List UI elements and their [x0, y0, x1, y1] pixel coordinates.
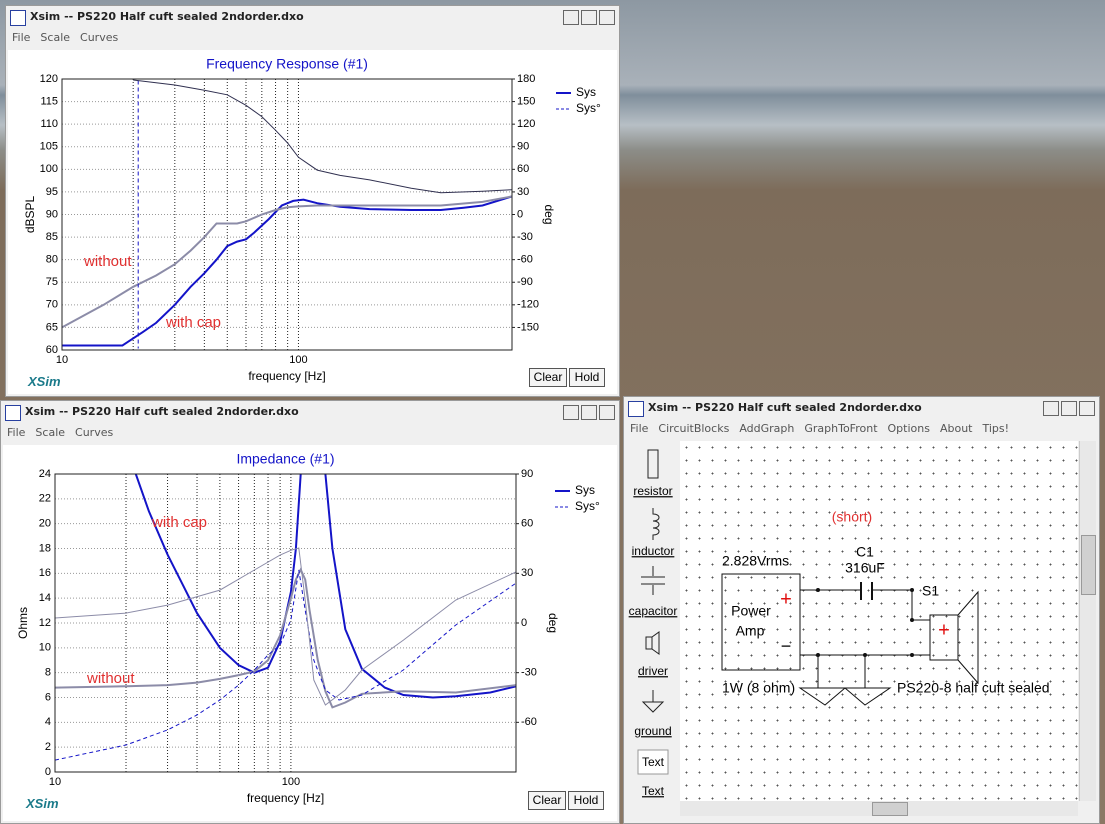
menu-item[interactable]: File: [12, 31, 31, 44]
menu-item[interactable]: Scale: [35, 426, 66, 439]
minimize[interactable]: [563, 10, 579, 25]
minimize[interactable]: [563, 405, 579, 420]
button[interactable]: Clear: [528, 791, 566, 810]
close[interactable]: [599, 405, 615, 420]
button[interactable]: Clear: [529, 368, 567, 387]
maximize[interactable]: [1061, 401, 1077, 416]
title-bar: Xsim -- PS220 Half cuft sealed 2ndorder.…: [6, 6, 619, 28]
menu-item[interactable]: Scale: [40, 31, 71, 44]
button[interactable]: Hold: [569, 368, 605, 387]
palette: [628, 441, 678, 817]
canvas: [680, 441, 1078, 801]
client-area: [8, 50, 617, 394]
menu-item[interactable]: File: [7, 426, 26, 439]
brand: XSim: [28, 374, 61, 389]
menu-item[interactable]: Tips!: [982, 422, 1010, 435]
window: Xsim -- PS220 Half cuft sealed 2ndorder.…: [5, 5, 620, 397]
close[interactable]: [599, 10, 615, 25]
window-title: Xsim -- PS220 Half cuft sealed 2ndorder.…: [30, 10, 304, 23]
maximize[interactable]: [581, 405, 597, 420]
menu-item[interactable]: GraphToFront: [804, 422, 878, 435]
menu-item[interactable]: File: [630, 422, 649, 435]
button[interactable]: Hold: [568, 791, 604, 810]
menu-bar: File CircuitBlocks AddGraph GraphToFront Opt…: [624, 419, 1099, 439]
maximize[interactable]: [581, 10, 597, 25]
horizontal-scrollbar[interactable]: [680, 801, 1078, 816]
window-title: Xsim -- PS220 Half cuft sealed 2ndorder.…: [648, 401, 922, 414]
window-title: Xsim -- PS220 Half cuft sealed 2ndorder.…: [25, 405, 299, 418]
minimize[interactable]: [1043, 401, 1059, 416]
title-bar: Xsim -- PS220 Half cuft sealed 2ndorder.…: [1, 401, 619, 423]
vertical-scrollbar[interactable]: [1079, 441, 1096, 801]
menu-bar: File Scale Curves: [1, 423, 619, 443]
menu-item[interactable]: Options: [887, 422, 930, 435]
window: Xsim -- PS220 Half cuft sealed 2ndorder.…: [623, 396, 1100, 824]
menu-item[interactable]: AddGraph: [739, 422, 795, 435]
menu-bar: File Scale Curves: [6, 28, 619, 48]
brand: XSim: [26, 796, 59, 811]
menu-item[interactable]: Curves: [80, 31, 119, 44]
title-bar: Xsim -- PS220 Half cuft sealed 2ndorder.…: [624, 397, 1099, 419]
menu-item[interactable]: CircuitBlocks: [658, 422, 730, 435]
menu-item[interactable]: About: [939, 422, 973, 435]
close[interactable]: [1079, 401, 1095, 416]
menu-item[interactable]: Curves: [75, 426, 114, 439]
client-area: [3, 445, 617, 821]
window: Xsim -- PS220 Half cuft sealed 2ndorder.…: [0, 400, 620, 824]
